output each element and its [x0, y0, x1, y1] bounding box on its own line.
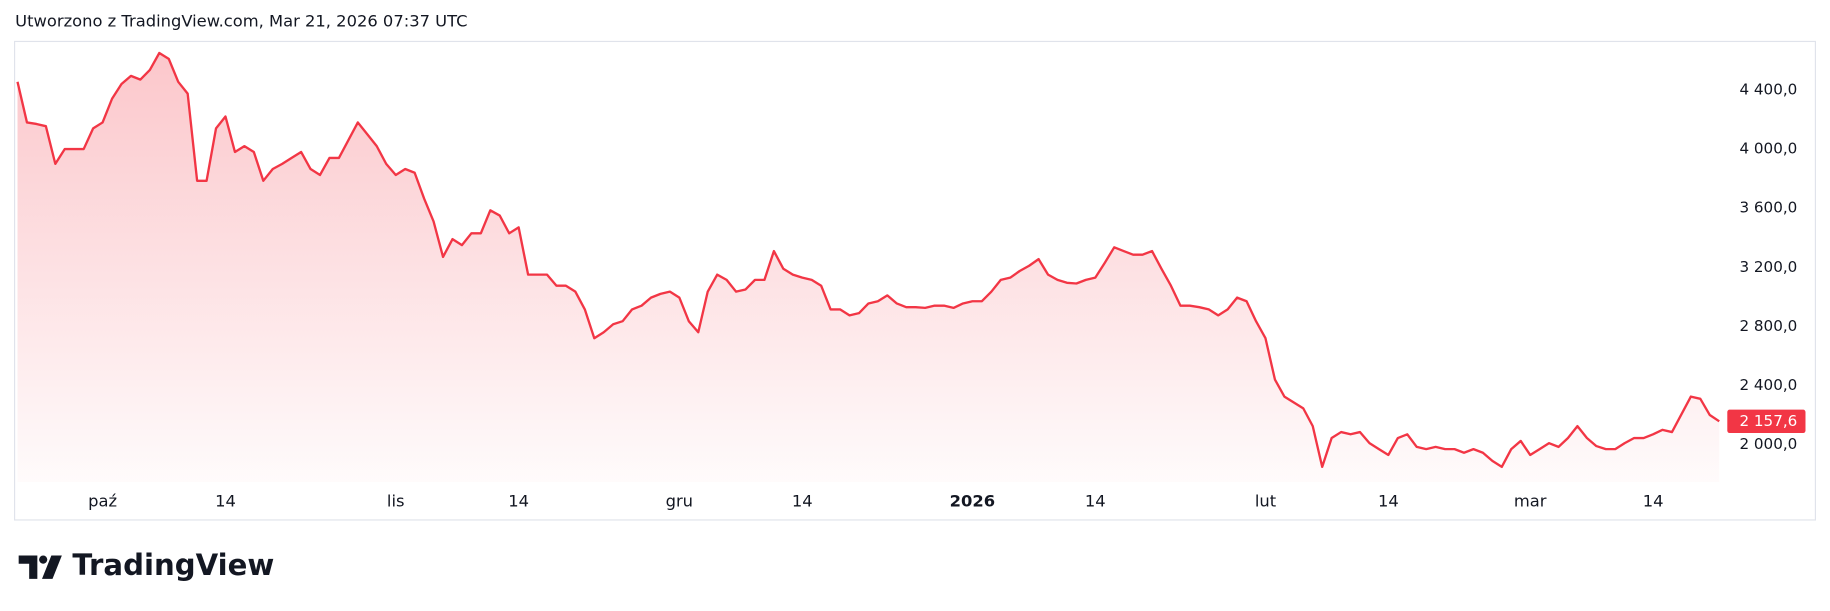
y-tick-label: 2 800,0 — [1739, 317, 1797, 335]
x-tick-label: paź — [88, 491, 117, 510]
x-tick-label: 14 — [1085, 491, 1106, 510]
x-tick-label: 2026 — [950, 491, 995, 510]
y-tick-label: 2 400,0 — [1739, 376, 1797, 394]
area-fill — [17, 52, 1720, 483]
y-tick-label: 2 000,0 — [1739, 435, 1797, 453]
y-tick-label: 4 000,0 — [1739, 140, 1797, 158]
y-tick-label: 4 400,0 — [1739, 80, 1797, 98]
price-line — [16, 51, 1720, 469]
x-tick-label: 14 — [508, 491, 529, 510]
y-tick-label: 3 200,0 — [1739, 258, 1797, 276]
brand: TradingView — [72, 548, 274, 582]
x-tick-label: lis — [387, 491, 405, 510]
x-tick-label: 14 — [1378, 491, 1399, 510]
y-tick-label: 3 600,0 — [1739, 199, 1797, 217]
x-tick-label: lut — [1255, 491, 1277, 510]
logo — [18, 555, 62, 579]
last-price-box — [1727, 409, 1806, 434]
x-tick-label: 14 — [215, 491, 236, 510]
x-tick-label: gru — [666, 491, 693, 510]
header: Utworzono z TradingView.com, Mar 21, 202… — [15, 12, 467, 31]
x-tick-label: 14 — [1643, 491, 1664, 510]
x-tick-label: mar — [1514, 491, 1547, 510]
chart-frame — [14, 40, 1816, 521]
last-price-label: 2 157,6 — [1739, 412, 1797, 430]
x-tick-label: 14 — [792, 491, 813, 510]
